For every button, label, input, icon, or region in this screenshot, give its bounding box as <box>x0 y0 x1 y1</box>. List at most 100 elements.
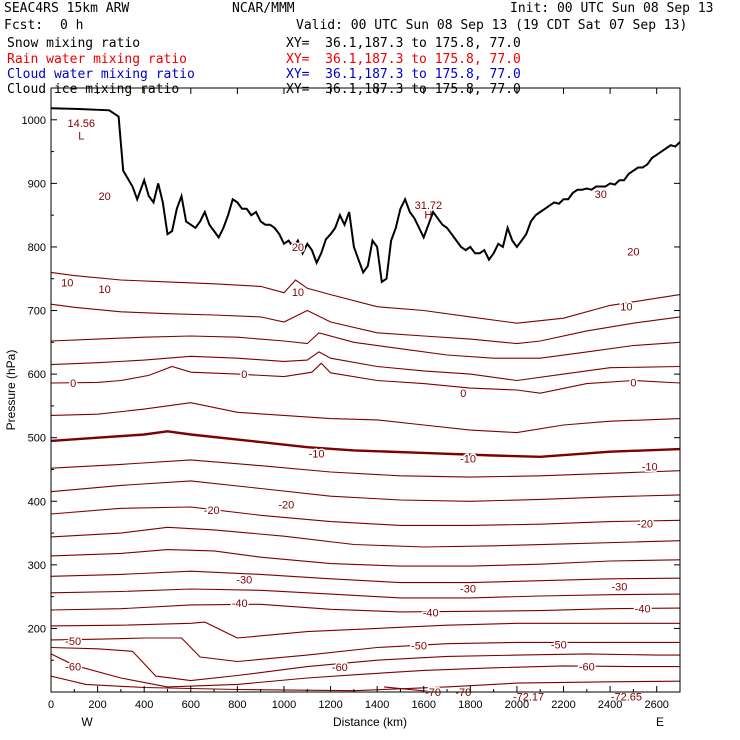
x-tick-label: 2400 <box>598 699 622 711</box>
contour-label: 30 <box>595 189 607 201</box>
header-fcst-value: 0 h <box>60 18 84 33</box>
x-tick-label: 200 <box>88 699 106 711</box>
extremum-value: 14.56 <box>68 118 96 130</box>
contour-label: 0 <box>460 388 466 400</box>
contour-label: -50 <box>411 641 427 653</box>
isotherm-15 <box>50 351 681 382</box>
isotherm-minus-25 <box>50 549 681 567</box>
isotherm-5 <box>50 402 681 434</box>
contour-label: -60 <box>65 662 81 674</box>
x-tick-label: 1800 <box>458 699 482 711</box>
x-tick-label: 2200 <box>551 699 575 711</box>
isotherm-30 <box>50 271 681 324</box>
plot-frame <box>50 87 681 693</box>
contour-label: -10 <box>642 461 658 473</box>
x-tick-label: 400 <box>135 699 153 711</box>
terrain-line <box>50 107 681 284</box>
isotherm-10 <box>50 362 681 394</box>
extremum-symbol: H <box>424 210 432 222</box>
isotherm-minus-45 <box>50 621 680 639</box>
isotherm-25 <box>50 303 681 345</box>
contour-label: -40 <box>635 604 651 616</box>
y-tick-label: 900 <box>28 178 46 190</box>
extremum-symbol: L <box>78 131 84 143</box>
legend-rain-label: Rain water mixing ratio <box>7 52 188 67</box>
contour-label: -70 <box>455 687 471 699</box>
contour-label: 0 <box>241 369 247 381</box>
legend-rain-xy: XY= 36.1,187.3 to 175.8, 77.0 <box>286 52 521 67</box>
header-model: SEAC4RS 15km ARW <box>4 1 130 16</box>
x-tick-label: 600 <box>182 699 200 711</box>
contour-label: -30 <box>460 583 476 595</box>
isotherm-minus-50 <box>50 637 680 663</box>
y-tick-label: 1000 <box>22 115 46 127</box>
y-tick-label: 600 <box>28 369 46 381</box>
contour-label: -40 <box>232 598 248 610</box>
x-tick-label: 1600 <box>411 699 435 711</box>
header-init: Init: 00 UTC Sun 08 Sep 13 <box>510 1 714 16</box>
y-tick-label: 800 <box>28 242 46 254</box>
terrain <box>50 107 681 284</box>
contour-label: 0 <box>630 377 636 389</box>
contour-label: -72.17 <box>513 691 544 703</box>
legend-cloud-ice-label: Cloud ice mixing ratio <box>7 82 180 97</box>
contour-label: 20 <box>292 242 304 254</box>
extrema-markers: L14.56 H31.72 <box>68 118 443 222</box>
isotherm-20 <box>50 332 681 359</box>
isotherm-minus-30 <box>50 570 681 584</box>
isotherm-contours <box>50 271 681 693</box>
x-tick-label: 0 <box>48 699 54 711</box>
contour-label: -50 <box>551 639 567 651</box>
contour-label: 10 <box>61 278 73 290</box>
contour-label: 20 <box>98 191 110 203</box>
contour-label: -20 <box>204 505 220 517</box>
x-tick-label: 1400 <box>365 699 389 711</box>
x-axis: 0 200 400 600 800 1000 1200 1400 1600 1800 2000 220… <box>48 88 669 711</box>
isotherm-minus-20 <box>50 526 681 548</box>
isotherm-0 <box>50 430 681 459</box>
legend-cloud-water-label: Cloud water mixing ratio <box>7 67 195 82</box>
isotherm-minus-60 <box>50 653 680 688</box>
contour-label: -20 <box>278 499 294 511</box>
contour-label: -10 <box>309 449 325 461</box>
isotherm-minus-15 <box>50 506 681 526</box>
header-fcst-label: Fcst: <box>4 18 44 33</box>
isotherm-minus-55 <box>50 646 680 682</box>
x-tick-label: 1200 <box>318 699 342 711</box>
contour-label: -20 <box>637 519 653 531</box>
contour-label: -72.65 <box>611 691 642 703</box>
isotherm-minus-40 <box>50 603 681 613</box>
y-axis-label: Pressure (hPa) <box>4 350 18 431</box>
y-tick-label: 400 <box>28 496 46 508</box>
x-axis-west-label: W <box>81 715 93 729</box>
x-tick-label: 2000 <box>505 699 529 711</box>
y-tick-label: 300 <box>28 560 46 572</box>
isotherm-minus-5 <box>50 459 681 478</box>
y-tick-label: 200 <box>28 623 46 635</box>
legend-snow-xy: XY= 36.1,187.3 to 175.8, 77.0 <box>286 36 521 51</box>
x-axis-east-label: E <box>656 715 664 729</box>
isotherm-minus-35 <box>50 588 681 599</box>
isotherm-minus-65 <box>50 675 681 692</box>
x-tick-label: 800 <box>228 699 246 711</box>
contour-label: 10 <box>98 284 110 296</box>
legend-cloud-ice-xy: XY= 36.1,187.3 to 175.8, 77.0 <box>286 82 521 97</box>
contour-label: 0 <box>70 378 76 390</box>
legend-snow-label: Snow mixing ratio <box>7 36 141 51</box>
contour-label: -50 <box>65 636 81 648</box>
contour-label: -30 <box>611 581 627 593</box>
contour-label: 10 <box>620 302 632 314</box>
contour-label: -70 <box>425 687 441 699</box>
contour-label: -30 <box>236 574 252 586</box>
header-center: NCAR/MMM <box>232 1 295 16</box>
header-valid: Valid: 00 UTC Sun 08 Sep 13 (19 CDT Sat … <box>296 18 688 33</box>
contour-label: -60 <box>579 662 595 674</box>
contour-labels: -70 -70 -72.17 -72.65-60 -60 -60-50 -50 -50-40-… <box>60 188 659 705</box>
extremum-value: 31.72 <box>415 200 443 212</box>
contour-label: 20 <box>627 246 639 258</box>
x-tick-label: 1000 <box>272 699 296 711</box>
contour-label: -60 <box>332 662 348 674</box>
y-tick-label: 700 <box>28 306 46 318</box>
y-tick-label: 500 <box>28 433 46 445</box>
